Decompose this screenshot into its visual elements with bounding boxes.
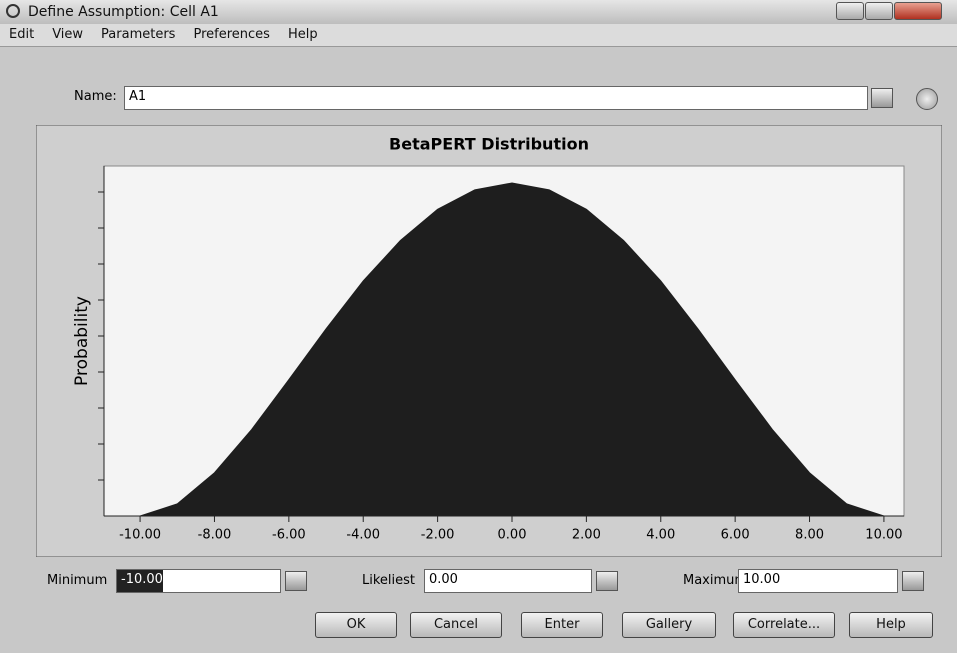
close-button[interactable]	[894, 2, 942, 20]
menu-item[interactable]: Edit	[9, 27, 35, 42]
app-icon	[6, 4, 20, 18]
parameter-label: Likeliest	[362, 573, 416, 588]
dialog-button[interactable]: Help	[849, 612, 933, 638]
menu-item[interactable]: Preferences	[193, 27, 270, 42]
dialog-button[interactable]: OK	[315, 612, 397, 638]
menu-item[interactable]: Parameters	[101, 27, 176, 42]
parameter-picker[interactable]	[285, 571, 307, 591]
minimize-button[interactable]	[836, 2, 864, 20]
parameter-picker[interactable]	[902, 571, 924, 591]
chart: BetaPERT Distribution Probability -10.00…	[36, 125, 942, 557]
x-tick-label: 4.00	[646, 528, 675, 543]
menu-item[interactable]: View	[52, 27, 84, 42]
x-tick-label: 10.00	[865, 528, 902, 543]
parameter-picker[interactable]	[596, 571, 618, 591]
parameter-label: Minimum	[47, 573, 108, 588]
parameter-field[interactable]: 10.00	[738, 569, 898, 593]
distribution-area	[139, 182, 885, 517]
dialog-button[interactable]: Correlate...	[733, 612, 835, 638]
x-tick-label: 2.00	[572, 528, 601, 543]
x-tick-label: -10.00	[119, 528, 161, 543]
menu-item[interactable]: Help	[287, 27, 318, 42]
parameter-field[interactable]: 0.00	[424, 569, 592, 593]
dialog-button[interactable]: Cancel	[410, 612, 502, 638]
dialog-button[interactable]: Enter	[521, 612, 603, 638]
x-tick-label: 8.00	[795, 528, 824, 543]
title-bar: Define Assumption: Cell A1	[0, 0, 957, 24]
parameter-field[interactable]: -10.00	[116, 569, 281, 593]
x-tick-label: -4.00	[346, 528, 380, 543]
cell-picker[interactable]	[871, 88, 893, 108]
y-axis-label: Probability	[72, 296, 92, 386]
name-field[interactable]: A1	[124, 86, 868, 110]
menu-bar: Edit View Parameters Preferences Help	[0, 24, 957, 47]
x-tick-label: -8.00	[198, 528, 232, 543]
maximize-button[interactable]	[865, 2, 893, 20]
chart-title: BetaPERT Distribution	[389, 135, 589, 154]
name-label: Name:	[74, 89, 117, 104]
dialog-button[interactable]: Gallery	[622, 612, 716, 638]
x-tick-label: 6.00	[721, 528, 750, 543]
expand-button[interactable]	[916, 88, 938, 110]
x-tick-label: 0.00	[498, 528, 527, 543]
x-tick-label: -6.00	[272, 528, 306, 543]
x-tick-label: -2.00	[421, 528, 455, 543]
parameter-label: Maximum	[683, 573, 748, 588]
window-title: Define Assumption: Cell A1	[28, 4, 219, 20]
